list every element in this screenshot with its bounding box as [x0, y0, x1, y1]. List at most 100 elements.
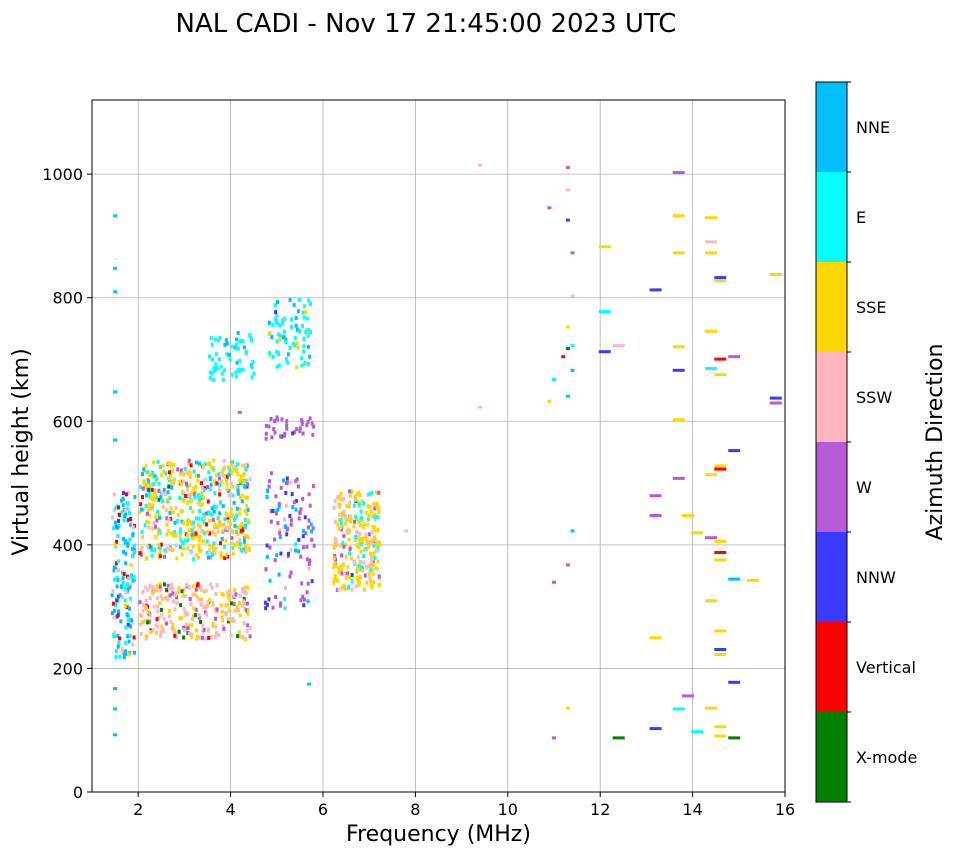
echo-point — [286, 526, 289, 531]
echo-point — [294, 323, 298, 328]
echo-point — [191, 544, 195, 549]
echo-point — [344, 575, 348, 580]
echo-point — [337, 566, 341, 571]
echo-point — [705, 251, 718, 255]
echo-point — [227, 525, 230, 530]
echo-point — [133, 650, 136, 655]
echo-point — [206, 499, 210, 504]
y-tick-label: 400 — [52, 536, 83, 555]
echo-point — [121, 496, 125, 501]
echo-point — [152, 604, 156, 609]
echo-point — [148, 596, 152, 601]
echo-point — [111, 588, 115, 593]
echo-point — [278, 333, 282, 338]
echo-point — [339, 517, 343, 522]
echo-point — [199, 620, 203, 624]
echo-point — [302, 529, 306, 533]
echo-point — [163, 492, 167, 497]
echo-point — [357, 582, 361, 587]
echo-point — [167, 614, 171, 619]
echo-point — [228, 597, 232, 602]
echo-point — [131, 620, 135, 625]
echo-point — [113, 577, 117, 582]
echo-point — [303, 304, 307, 309]
echo-point — [171, 480, 175, 485]
echo-point — [213, 532, 217, 537]
echo-point — [144, 503, 148, 508]
echo-point — [219, 364, 223, 369]
colorbar-category-label: NNE — [856, 118, 890, 137]
echo-point — [192, 492, 196, 497]
echo-point — [336, 522, 340, 527]
colorbar-segment — [816, 172, 847, 262]
echo-point — [366, 504, 370, 509]
echo-point — [362, 560, 366, 565]
echo-point — [221, 504, 225, 509]
echo-point — [186, 538, 189, 543]
echo-point — [175, 556, 179, 561]
echo-point — [231, 617, 235, 621]
echo-point — [155, 584, 159, 589]
echo-point — [188, 475, 192, 480]
echo-point — [294, 499, 298, 503]
echo-point — [142, 479, 146, 484]
echo-point — [374, 566, 378, 571]
echo-point — [276, 507, 280, 512]
echo-point — [338, 512, 341, 517]
echo-point — [547, 206, 552, 210]
echo-point — [347, 537, 351, 542]
echo-point — [565, 166, 570, 170]
echo-point — [229, 506, 233, 511]
echo-point — [206, 484, 210, 489]
echo-point — [291, 505, 295, 509]
echo-point — [691, 531, 704, 535]
echo-point — [226, 593, 230, 598]
echo-point — [649, 494, 662, 498]
echo-point — [116, 613, 120, 618]
echo-point — [176, 467, 180, 472]
echo-point — [161, 499, 165, 504]
echo-point — [152, 495, 156, 500]
echo-point — [198, 497, 201, 502]
echo-point — [122, 514, 126, 519]
echo-point — [171, 468, 175, 473]
echo-point — [204, 511, 208, 516]
echo-point — [239, 477, 243, 482]
echo-point — [357, 490, 361, 495]
echo-point — [154, 514, 158, 519]
echo-point — [197, 473, 200, 478]
echo-point — [264, 436, 268, 441]
echo-point — [378, 540, 381, 545]
echo-point — [347, 504, 351, 509]
echo-point — [182, 587, 186, 592]
echo-point — [243, 539, 246, 544]
echo-point — [123, 649, 127, 654]
echo-point — [290, 317, 294, 322]
echo-point — [279, 485, 283, 490]
echo-point — [714, 551, 727, 554]
echo-point — [178, 479, 182, 484]
echo-point — [195, 516, 198, 521]
echo-point — [293, 336, 297, 341]
echo-point — [124, 590, 128, 595]
echo-point — [221, 467, 225, 472]
echo-point — [598, 245, 611, 249]
echo-point — [199, 587, 203, 592]
echo-point — [236, 491, 240, 496]
echo-point — [235, 337, 239, 342]
x-axis-ticks: 2 4 6 8 10 12 14 16 — [133, 792, 795, 819]
echo-point — [123, 540, 127, 545]
echo-point — [705, 216, 718, 220]
echo-point — [210, 551, 214, 556]
echo-point — [248, 477, 252, 482]
echo-point — [197, 597, 201, 602]
echo-point — [163, 582, 166, 587]
echo-point — [186, 612, 190, 617]
echo-point — [358, 574, 362, 579]
echo-point — [370, 538, 374, 543]
echo-point — [372, 543, 376, 548]
echo-point — [238, 593, 242, 598]
echo-point — [155, 586, 159, 591]
echo-point — [241, 463, 245, 468]
echo-point — [292, 302, 296, 307]
